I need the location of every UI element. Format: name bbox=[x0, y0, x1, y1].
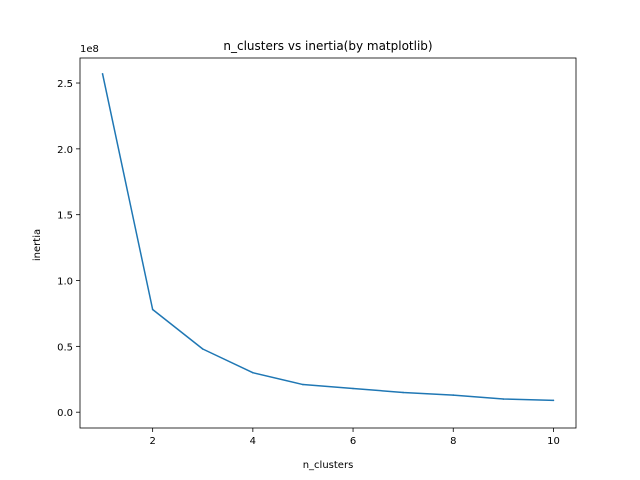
x-tick-label: 6 bbox=[350, 436, 356, 447]
y-tick-label: 2.0 bbox=[57, 145, 73, 156]
data-point bbox=[452, 394, 455, 396]
y-tick-label: 2.5 bbox=[57, 79, 73, 90]
y-tick-label: 1.5 bbox=[57, 211, 73, 222]
data-point bbox=[402, 391, 404, 394]
data-point bbox=[502, 398, 505, 400]
x-tick-label: 2 bbox=[149, 436, 155, 447]
series-line bbox=[101, 73, 554, 402]
data-point bbox=[101, 73, 104, 75]
y-offset-label: 1e8 bbox=[80, 44, 99, 55]
x-tick-label: 4 bbox=[250, 436, 256, 447]
data-point bbox=[552, 399, 555, 402]
data-point bbox=[302, 383, 304, 386]
plot-frame bbox=[79, 57, 577, 429]
y-tick-label: 1.0 bbox=[57, 277, 73, 288]
y-tick-label: 0.5 bbox=[57, 342, 73, 353]
data-point bbox=[352, 387, 354, 390]
axes: 2 4 6 8 10 0.0 0.5 1.0 1.5 2.0 2.5 bbox=[57, 57, 577, 447]
y-axis-label: inertia bbox=[32, 229, 43, 261]
data-point bbox=[151, 308, 154, 311]
y-tick-label: 0.0 bbox=[57, 408, 73, 419]
data-point bbox=[252, 371, 254, 374]
x-axis-label: n_clusters bbox=[303, 460, 354, 471]
data-point bbox=[201, 348, 204, 350]
x-tick-label: 8 bbox=[450, 436, 456, 447]
x-tick-label: 10 bbox=[547, 436, 560, 447]
chart-title: n_clusters vs inertia(by matplotlib) bbox=[223, 39, 432, 53]
